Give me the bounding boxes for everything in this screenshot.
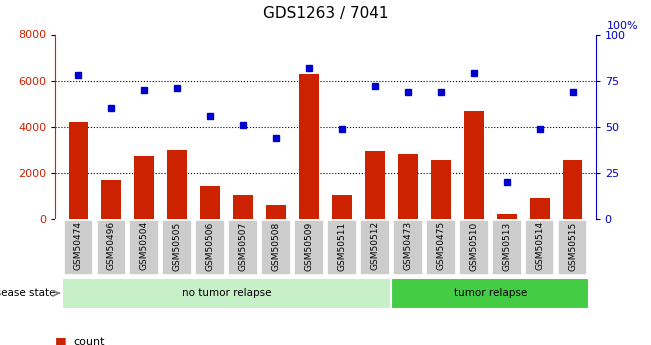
FancyBboxPatch shape [459,220,489,275]
FancyBboxPatch shape [294,220,324,275]
Bar [464,111,484,219]
Bar [530,198,549,219]
Bar [233,195,253,219]
Text: ■: ■ [55,335,67,345]
Text: GSM50505: GSM50505 [173,221,182,270]
Bar [365,151,385,219]
Text: GSM50514: GSM50514 [535,221,544,270]
Bar [562,160,583,219]
Text: no tumor relapse: no tumor relapse [182,288,271,298]
FancyBboxPatch shape [360,220,390,275]
Text: GSM50475: GSM50475 [436,221,445,270]
FancyBboxPatch shape [492,220,521,275]
FancyBboxPatch shape [96,220,126,275]
Text: GDS1263 / 7041: GDS1263 / 7041 [263,6,388,21]
FancyBboxPatch shape [229,220,258,275]
FancyBboxPatch shape [525,220,555,275]
Text: GSM50496: GSM50496 [107,221,116,270]
Text: tumor relapse: tumor relapse [454,288,527,298]
FancyBboxPatch shape [558,220,587,275]
Text: 100%: 100% [607,21,638,31]
Text: GSM50474: GSM50474 [74,221,83,270]
Bar [299,74,319,219]
Bar [134,156,154,219]
Bar [266,205,286,219]
FancyBboxPatch shape [64,220,93,275]
Bar [332,195,352,219]
Text: GSM50513: GSM50513 [502,221,511,270]
Text: GSM50512: GSM50512 [370,221,380,270]
FancyBboxPatch shape [261,220,291,275]
Text: disease state: disease state [0,288,56,298]
Bar [102,180,121,219]
FancyBboxPatch shape [130,220,159,275]
Text: GSM50504: GSM50504 [140,221,149,270]
FancyBboxPatch shape [426,220,456,275]
Text: GSM50508: GSM50508 [271,221,281,270]
Text: GSM50507: GSM50507 [239,221,247,270]
Text: GSM50473: GSM50473 [404,221,412,270]
Bar [398,155,418,219]
Text: GSM50509: GSM50509 [305,221,314,270]
Text: GSM50510: GSM50510 [469,221,478,270]
Text: count: count [74,337,105,345]
FancyBboxPatch shape [162,220,192,275]
Text: GSM50511: GSM50511 [337,221,346,270]
FancyBboxPatch shape [393,220,422,275]
Text: GSM50515: GSM50515 [568,221,577,270]
Bar [68,122,89,219]
FancyBboxPatch shape [391,278,589,309]
Bar [497,215,517,219]
Bar [201,186,220,219]
Bar [431,160,450,219]
FancyBboxPatch shape [327,220,357,275]
Bar [167,150,187,219]
FancyBboxPatch shape [62,278,391,309]
FancyBboxPatch shape [195,220,225,275]
Text: GSM50506: GSM50506 [206,221,215,270]
